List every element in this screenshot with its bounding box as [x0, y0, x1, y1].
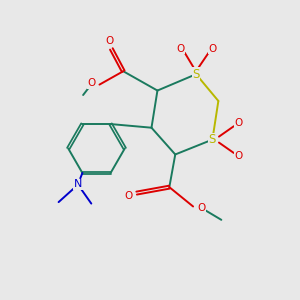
Text: O: O	[234, 118, 243, 128]
Text: S: S	[192, 68, 200, 81]
Text: O: O	[176, 44, 185, 54]
Text: O: O	[208, 44, 217, 54]
Text: N: N	[74, 179, 82, 189]
Text: O: O	[124, 191, 132, 201]
Text: O: O	[197, 203, 206, 213]
Text: O: O	[106, 36, 114, 46]
Text: O: O	[87, 78, 95, 88]
Text: O: O	[234, 151, 243, 161]
Text: S: S	[209, 133, 216, 146]
